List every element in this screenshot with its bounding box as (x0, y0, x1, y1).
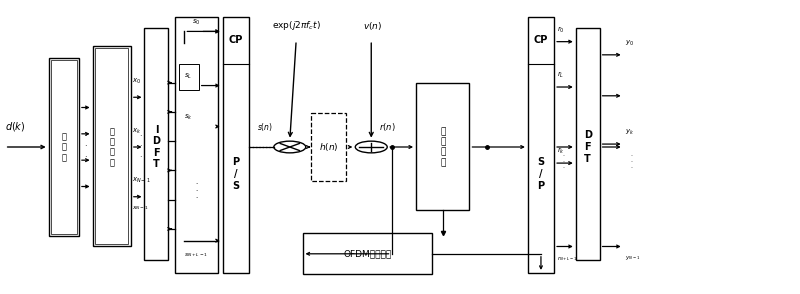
Text: ·
·
·: · · · (630, 153, 633, 170)
Text: $y_{N-1}$: $y_{N-1}$ (626, 254, 640, 262)
Text: $d(k)$: $d(k)$ (5, 120, 26, 133)
Text: 编
码
器: 编 码 器 (62, 132, 66, 162)
Bar (416, 83, 470, 210)
Text: $r_L$: $r_L$ (557, 70, 564, 81)
Text: CP: CP (229, 35, 243, 45)
Text: P
/
S: P / S (232, 158, 239, 191)
Text: $r_0$: $r_0$ (557, 25, 564, 35)
Text: $r_k$: $r_k$ (557, 146, 564, 156)
Text: $h(n)$: $h(n)$ (318, 141, 338, 153)
Text: $y_0$: $y_0$ (626, 39, 634, 48)
Bar (576, 29, 600, 260)
Text: OFDM符号同步: OFDM符号同步 (343, 249, 391, 258)
Bar (178, 64, 198, 90)
Text: $x_{N-1}$: $x_{N-1}$ (133, 176, 151, 185)
Bar (49, 58, 79, 236)
Text: $s_L$: $s_L$ (184, 72, 193, 81)
Text: $s_{N+L-1}$: $s_{N+L-1}$ (184, 251, 208, 259)
Bar (528, 17, 554, 273)
Text: 星
座
映
射: 星 座 映 射 (110, 127, 114, 167)
Text: $s_k$: $s_k$ (184, 113, 193, 122)
Text: $r(n)$: $r(n)$ (379, 121, 396, 133)
Text: $x_0$: $x_0$ (133, 76, 142, 86)
Bar (174, 17, 218, 273)
Bar (93, 46, 131, 246)
Text: ·
·
·: · · · (139, 132, 142, 162)
Bar (222, 17, 249, 273)
Text: D
F
T: D F T (584, 131, 592, 163)
Bar (145, 29, 169, 260)
Text: I
D
F
T: I D F T (153, 125, 161, 169)
Text: ·
·
·: · · · (85, 132, 87, 162)
Bar (51, 60, 77, 234)
Bar (302, 233, 432, 274)
Text: $\exp(j2\pi f_c t)$: $\exp(j2\pi f_c t)$ (272, 19, 321, 32)
Text: $s_0$: $s_0$ (192, 18, 201, 27)
Text: $v(n)$: $v(n)$ (363, 20, 382, 31)
Text: S
/
P: S / P (538, 158, 545, 191)
Bar (310, 113, 346, 181)
Text: $x_{N-1}$: $x_{N-1}$ (133, 205, 150, 212)
Bar (95, 49, 129, 244)
Text: $y_k$: $y_k$ (626, 128, 634, 137)
Text: CP: CP (534, 35, 548, 45)
Text: ·
·
·: · · · (195, 181, 198, 201)
Text: $r_{N+L-1}$: $r_{N+L-1}$ (557, 254, 578, 263)
Text: $s(n)$: $s(n)$ (257, 121, 273, 133)
Text: $x_k$: $x_k$ (133, 126, 142, 136)
Text: ·
·
·: · · · (562, 153, 565, 170)
Text: 频
率
同
步: 频 率 同 步 (440, 127, 446, 167)
